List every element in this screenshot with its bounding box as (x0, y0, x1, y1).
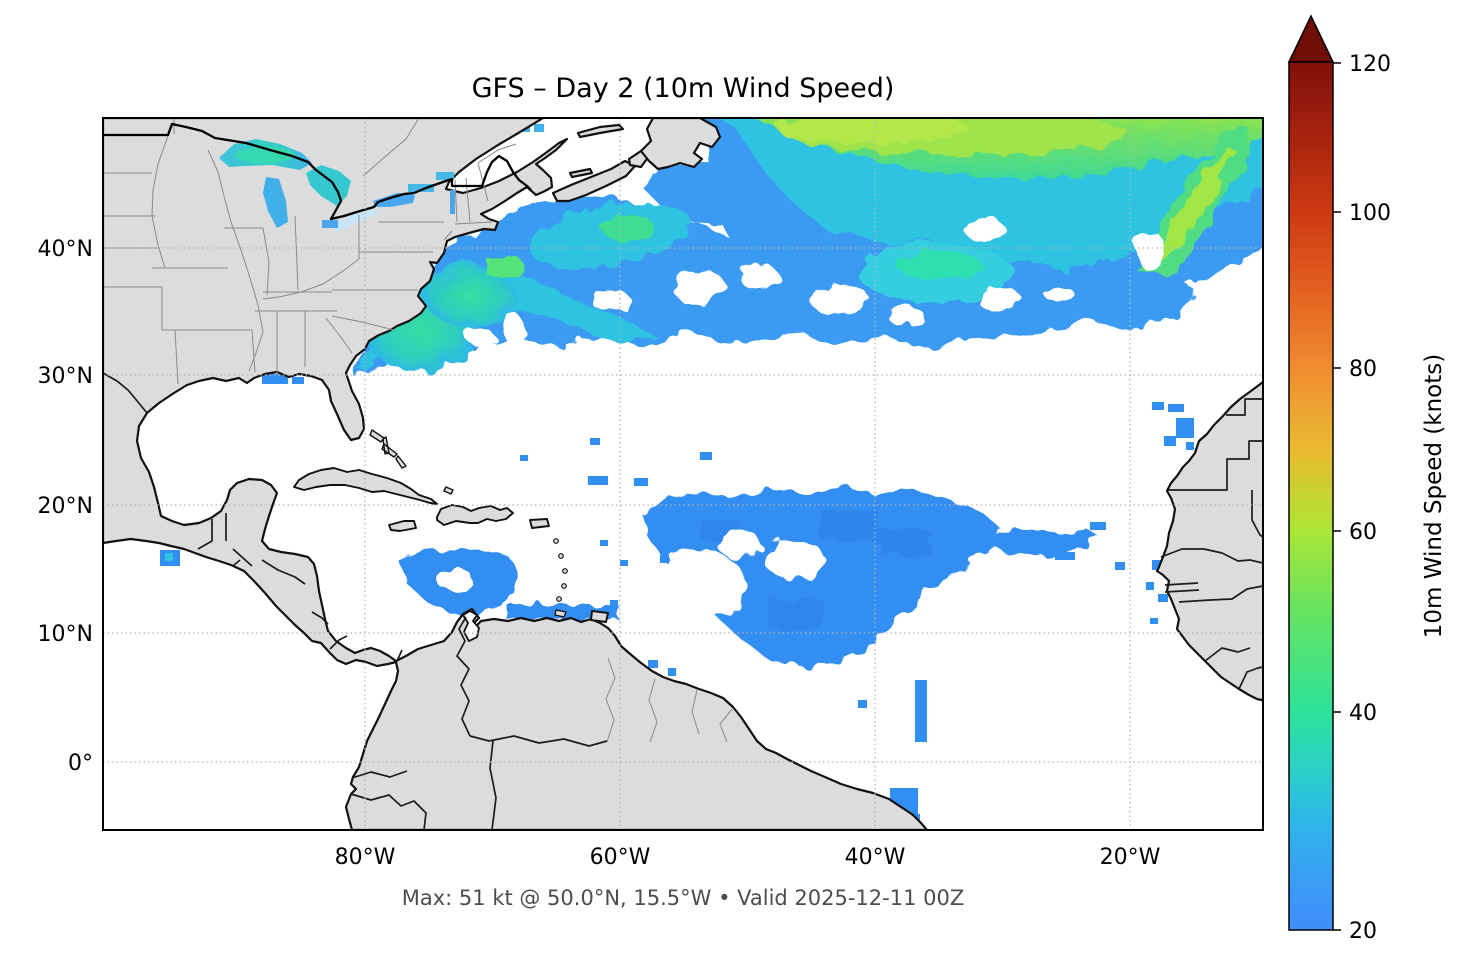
lake-erie-wind (322, 220, 338, 228)
y-tick-40n: 40°N (38, 237, 93, 262)
y-axis-labels: 40°N 30°N 20°N 10°N 0° (38, 237, 93, 776)
colorbar-axis-label: 10m Wind Speed (knots) (1421, 354, 1447, 638)
island-cuba (293, 467, 438, 505)
lake-ontario (373, 193, 415, 207)
island-puerto-rico (529, 518, 550, 529)
state-borders (103, 118, 734, 743)
cb-tick-100: 100 (1349, 201, 1391, 226)
island-margarita (554, 609, 567, 618)
land-anticosti (576, 123, 625, 139)
x-axis-labels: 80°W 60°W 40°W 20°W (335, 845, 1161, 870)
caption: Max: 51 kt @ 50.0°N, 15.5°W • Valid 2025… (402, 886, 965, 910)
cb-tick-80: 80 (1349, 357, 1377, 382)
country-borders (103, 372, 1263, 830)
y-tick-0: 0° (68, 751, 93, 776)
figure-title: GFS – Day 2 (10m Wind Speed) (472, 73, 895, 104)
land-north-and-south-america (103, 118, 929, 830)
y-tick-10n: 10°N (38, 622, 93, 647)
land-pei (568, 167, 594, 179)
islands-lesser-antilles (553, 538, 568, 602)
land-africa (1155, 380, 1263, 702)
colorbar-gradient (1288, 61, 1334, 931)
y-tick-20n: 20°N (38, 494, 93, 519)
colorbar-tick-labels: 20 40 60 80 100 120 (1349, 52, 1391, 944)
colorbar-extend-arrow (1287, 14, 1335, 63)
lake-michigan (263, 177, 288, 228)
islands-caribbean (293, 429, 609, 623)
land-nova-scotia (551, 159, 637, 203)
map-canvas (103, 118, 1263, 830)
grid-lines (103, 118, 1263, 830)
us-canada-border (103, 122, 532, 221)
x-tick-60w: 60°W (590, 845, 651, 870)
cb-tick-20: 20 (1349, 919, 1377, 944)
st-lawrence-wind-2 (436, 172, 454, 180)
x-tick-20w: 20°W (1100, 845, 1161, 870)
cb-tick-120: 120 (1349, 52, 1391, 77)
island-hispaniola (436, 504, 514, 526)
cb-tick-40: 40 (1349, 701, 1377, 726)
st-lawrence-wind (408, 184, 434, 192)
y-tick-30n: 30°N (38, 364, 93, 389)
island-trinidad (590, 610, 609, 623)
land-masses (103, 118, 1263, 830)
colorbar: 20 40 60 80 100 120 10m Wind Speed (knot… (1287, 14, 1447, 944)
lake-superior-wind-core (235, 147, 295, 163)
land-newfoundland (639, 118, 722, 171)
x-tick-40w: 40°W (845, 845, 906, 870)
lake-champlain (450, 190, 455, 214)
island-jamaica (388, 520, 417, 532)
lake-erie (331, 207, 379, 232)
cb-tick-60: 60 (1349, 520, 1377, 545)
colorbar-tick-marks (1333, 62, 1341, 931)
x-tick-80w: 80°W (335, 845, 396, 870)
map-frame (102, 117, 1264, 831)
islands-bahamas (369, 429, 454, 495)
